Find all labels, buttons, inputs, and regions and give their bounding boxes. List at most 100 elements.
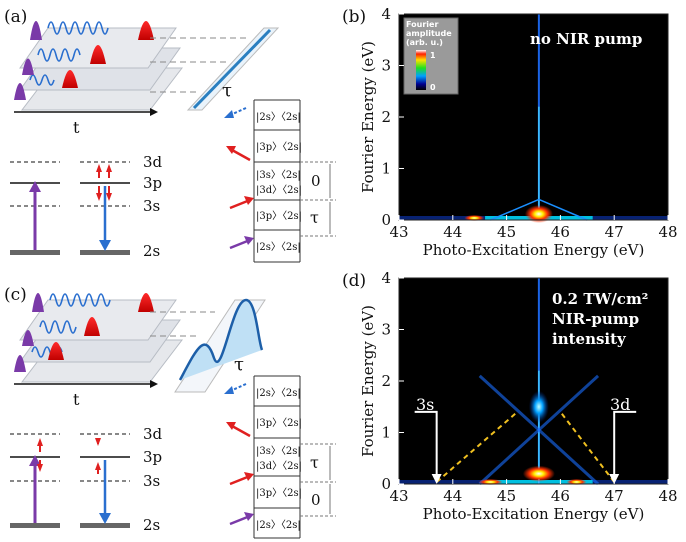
nir-pulse-c-1 <box>138 293 154 312</box>
plot-area-d <box>399 278 668 484</box>
x-axis-title: Photo-Excitation Energy (eV) <box>423 505 645 523</box>
y-tick-label: 2 <box>381 108 391 126</box>
xuv-pulse-2 <box>22 58 34 75</box>
colorbar-title-1: Fourier <box>406 20 438 29</box>
colorbar-box <box>403 17 459 95</box>
ladder-rungs-c <box>254 375 300 539</box>
y-axis-title: Fourier Energy (eV) <box>359 41 377 193</box>
nir-pulse-1 <box>138 21 154 40</box>
rho-2: |3p〉〈2s| <box>256 141 302 153</box>
nir-arrowhead-c-2-icon <box>244 472 254 481</box>
time-arrow-icon <box>150 108 158 116</box>
bracket-c <box>300 443 336 517</box>
level-c-label-3p: 3p <box>143 448 162 466</box>
nir-coupling-arrows-c-right <box>95 438 101 474</box>
ladder-rungs-a <box>254 99 300 263</box>
nir-arrowhead-a-2-icon <box>244 196 254 205</box>
nir-arrowhead-c-1-icon <box>226 422 236 430</box>
hotspot-d <box>522 465 555 482</box>
colorbar-min: 0 <box>430 83 436 92</box>
x-tick-label: 48 <box>658 487 677 505</box>
wave-top <box>47 21 109 35</box>
emission-arrowhead-c-icon <box>99 513 111 524</box>
annotation-d-1: 0.2 TW/cm² <box>552 290 648 308</box>
x-tick-label: 43 <box>389 223 408 241</box>
rho-4: |3d〉〈2s| <box>256 184 302 196</box>
xuv-arrowhead-icon <box>29 181 41 192</box>
y-tick-label: 3 <box>381 321 391 339</box>
panel-label-a: (a) <box>4 7 27 27</box>
panel-label-c: (c) <box>4 285 27 305</box>
wave-c-mid <box>39 320 77 334</box>
y-tick-label: 0 <box>381 475 391 493</box>
colorbar-title-2: amplitude <box>406 29 452 38</box>
nir-arrow-a-1 <box>231 148 251 162</box>
heatmap-features-d <box>399 278 668 486</box>
y-tick-label: 0 <box>381 211 391 229</box>
xuv-pulse-c <box>32 293 44 312</box>
emit-arrowhead-c-icon <box>224 386 234 394</box>
annotation-b: no NIR pump <box>530 30 642 48</box>
level-label-3d: 3d <box>143 153 163 171</box>
tau-label-a: τ <box>222 80 232 101</box>
markers-d <box>414 410 637 484</box>
x-tick-label: 46 <box>551 223 570 241</box>
nir-field-waveform <box>178 298 264 381</box>
xuv-pulse-3 <box>14 83 26 100</box>
x-branch-2 <box>478 374 600 486</box>
level-label-3p: 3p <box>143 174 162 192</box>
x-tick-label: 46 <box>551 487 570 505</box>
level-c-label-3s: 3s <box>143 472 160 490</box>
y-tick-label: 3 <box>381 57 391 75</box>
y-tick-label: 2 <box>381 372 391 390</box>
level-2s-left <box>10 250 60 255</box>
panel-label-d: (d) <box>342 271 366 291</box>
wave-mid <box>37 48 81 62</box>
x-tick-label: 48 <box>658 223 677 241</box>
xuv-pulse-c-3 <box>14 355 26 372</box>
y-tick-label: 4 <box>381 5 391 23</box>
marker-label-3s: 3s <box>416 395 434 414</box>
v-branch-right <box>538 198 588 221</box>
x-tick-label: 45 <box>497 487 516 505</box>
y-tick-label: 1 <box>381 160 391 178</box>
nir-arrowhead-a-1-icon <box>226 146 236 154</box>
rho-c-1: |2s〉〈2s| <box>256 387 301 399</box>
nir-pulse-c-3 <box>48 342 64 360</box>
level-label-3s: 3s <box>143 197 160 215</box>
wave-low <box>29 74 55 86</box>
bracket-label-0-a: 0 <box>311 172 321 190</box>
level-c-2s-left <box>10 523 60 528</box>
x-tick-label: 47 <box>605 487 624 505</box>
level-c-label-2s: 2s <box>143 516 160 534</box>
annotation-d-3: intensity <box>552 330 627 348</box>
panel-label-b: (b) <box>342 7 366 27</box>
panel-d: (d) 0.2 TW/cm² NIR-pump intensity 3s 3d … <box>342 269 678 523</box>
nir-pulse-c-2 <box>84 317 100 336</box>
x-tick-label: 45 <box>497 223 516 241</box>
colorbar-title-3: (arb. u.) <box>406 38 443 47</box>
rho-6: |2s〉〈2s| <box>256 241 301 253</box>
panel-b: (b) Fourier amplitude (arb. u.) 1 0 no N… <box>342 5 678 259</box>
xuv-arrowhead-c-2-icon <box>244 512 254 521</box>
delay-line-a <box>192 28 272 110</box>
nir-coupling-arrows-a <box>96 164 112 201</box>
rho-c-5: |3p〉〈2s| <box>256 487 302 499</box>
nir-pulse-2 <box>90 45 106 64</box>
rho-c-2: |3p〉〈2s| <box>256 417 302 429</box>
wave-c-top <box>49 293 111 307</box>
marker-label-3d: 3d <box>610 395 630 414</box>
bracket-0-a <box>300 161 336 237</box>
bracket-label-tau-a: τ <box>310 208 319 227</box>
xuv-pulse <box>30 21 42 40</box>
level-2s-right <box>80 250 130 255</box>
panel-a: (a) t τ <box>4 7 336 263</box>
colorbar <box>416 50 426 90</box>
marker-3d <box>613 410 637 476</box>
nir-arrow-c-1 <box>231 424 251 438</box>
tau-label-c: τ <box>234 354 244 375</box>
bracket-label-tau-c: τ <box>310 453 319 472</box>
level-label-2s: 2s <box>143 242 160 260</box>
colorbar-max: 1 <box>430 51 436 60</box>
y-axis-title: Fourier Energy (eV) <box>359 305 377 457</box>
